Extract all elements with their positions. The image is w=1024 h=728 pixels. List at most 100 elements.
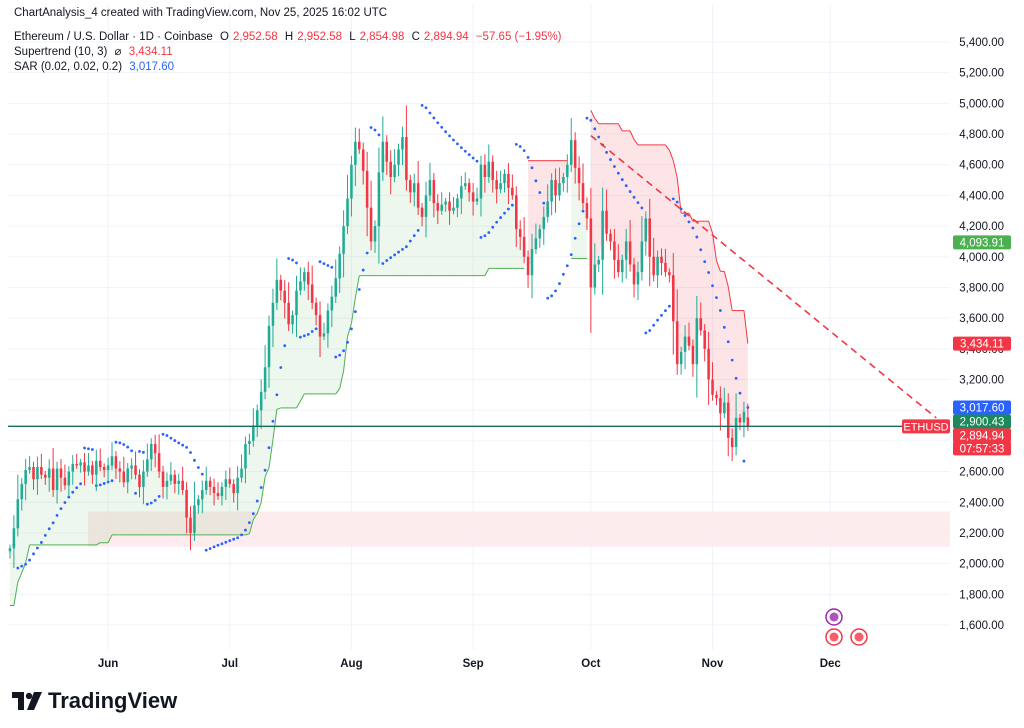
hidden-icon[interactable]: ⌀ (114, 46, 122, 58)
candle-body (703, 330, 706, 349)
supertrend-fill (9, 538, 14, 606)
sar-dot (554, 289, 557, 293)
sar-dot (444, 130, 448, 134)
parabolic-sar (12, 103, 750, 570)
supertrend-fill (359, 145, 364, 276)
candle-body (515, 195, 518, 230)
supertrend-fill (630, 130, 635, 275)
supertrend-fill (520, 233, 525, 269)
legend-supertrend[interactable]: Supertrend (10, 3) ⌀ 3,434.11 (14, 45, 177, 60)
supertrend-segment (688, 213, 694, 222)
candle-body (511, 187, 514, 196)
candle-body (126, 468, 129, 483)
tradingview-brand[interactable]: TradingView (12, 688, 177, 714)
candle-body (55, 468, 59, 490)
supertrend-fill (272, 291, 277, 440)
supertrend-fill (614, 123, 619, 266)
supertrend-segment (299, 393, 305, 402)
x-tick-label: Jun (98, 658, 118, 670)
candle-body (32, 466, 35, 480)
lightning-icon (825, 608, 843, 626)
tradingview-logo-icon (12, 692, 42, 710)
sar-dot (487, 231, 491, 234)
supertrend-label: Supertrend (10, 3) (14, 46, 108, 58)
sar-dot (530, 166, 534, 170)
candle-body (585, 203, 589, 219)
candle-body (581, 183, 585, 204)
y-tick-label: 3,600.00 (959, 313, 1004, 325)
candle-body (416, 183, 420, 208)
supertrend-segment (276, 407, 281, 410)
supertrend-fill (210, 483, 215, 535)
candle-body (342, 226, 345, 254)
supertrend-fill (704, 221, 709, 365)
candle-body (193, 505, 196, 533)
sar-dot (51, 521, 55, 525)
sar-dot (142, 450, 145, 454)
sar-dot (106, 480, 110, 484)
x-tick-label: Sep (463, 658, 484, 670)
sar-dot (326, 264, 330, 267)
sar-dot (573, 236, 577, 240)
supertrend-segment (264, 467, 270, 478)
tag-last-bg (953, 428, 1011, 443)
supertrend-fill (253, 417, 258, 520)
sar-dot (32, 552, 35, 556)
candle-body (157, 453, 161, 472)
legend-sar[interactable]: SAR (0.02, 0.02, 0.2) 3,017.60 (14, 60, 178, 75)
sar-dot (491, 225, 495, 229)
supertrend-fill (429, 187, 434, 276)
candle-body (522, 236, 526, 257)
y-tick-label: 4,600.00 (959, 160, 1004, 172)
candle-body (244, 443, 247, 469)
supertrend-fill (422, 206, 427, 276)
candle-body (208, 480, 212, 487)
candle-body (518, 229, 522, 237)
sar-dot (161, 432, 165, 436)
candle-body (252, 425, 255, 441)
supertrend-fill (331, 287, 336, 394)
supertrend-fill (108, 460, 113, 543)
supertrend-fill (669, 150, 674, 299)
sar-dot (397, 250, 400, 254)
candle-body (475, 198, 479, 202)
supertrend-fill (645, 144, 650, 238)
candle-body (526, 256, 530, 276)
sar-dot (369, 126, 373, 129)
supertrend-fill (618, 123, 623, 266)
sar-dot (718, 309, 722, 312)
supertrend-fill (178, 482, 183, 535)
sar-dot (283, 344, 287, 348)
sar-dot (715, 296, 718, 300)
supertrend-segment (245, 533, 250, 536)
supertrend-fill (104, 467, 109, 543)
sar-dot (620, 178, 624, 181)
sar-dot (393, 253, 397, 257)
sar-dot (83, 446, 86, 450)
sar-dot (507, 207, 510, 211)
sar-dot (377, 133, 381, 137)
sar-dot (742, 459, 746, 463)
candle-body (597, 259, 600, 265)
candle-body (153, 443, 157, 454)
y-tick-label: 5,400.00 (959, 37, 1004, 49)
supertrend-fill (441, 203, 446, 276)
y-tick-label: 4,400.00 (959, 190, 1004, 202)
candle-body (87, 465, 90, 472)
candle-body (668, 272, 671, 276)
supertrend-fill (127, 466, 132, 535)
sar-dot (196, 466, 200, 469)
candle-body (601, 210, 604, 260)
legend-ohlc[interactable]: Ethereum / U.S. Dollar · 1D · Coinbase O… (14, 30, 566, 45)
sar-dot (267, 446, 271, 450)
tag-4093: 4,093.91 (960, 237, 1005, 249)
supertrend-fill (531, 160, 536, 263)
sar-dot (432, 116, 436, 120)
sar-dot (357, 288, 361, 291)
sar-dot (514, 143, 518, 146)
sar-dot (247, 521, 251, 524)
candle-body (683, 336, 687, 352)
supertrend-fill (300, 276, 305, 402)
candle-body (734, 417, 738, 448)
